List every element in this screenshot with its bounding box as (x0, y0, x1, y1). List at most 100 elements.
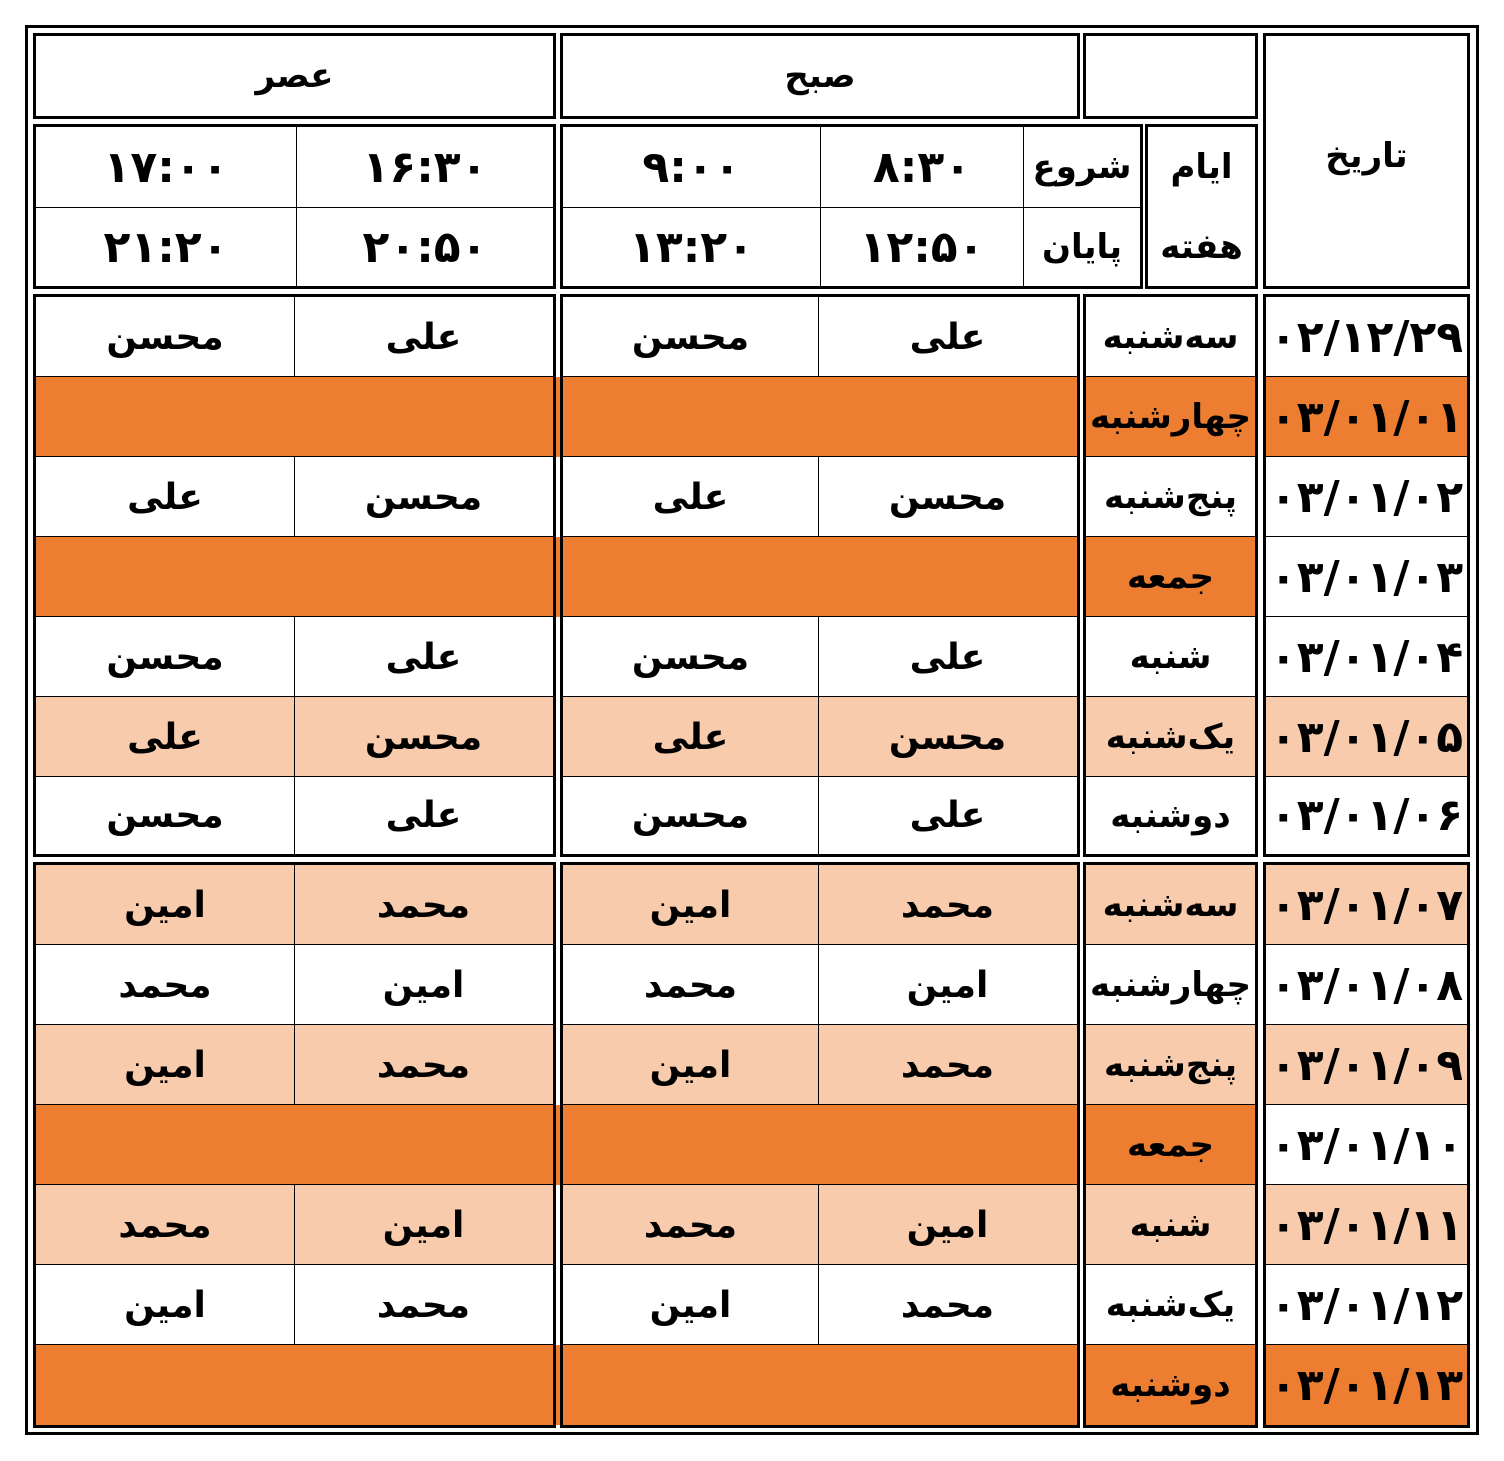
morning-slot2-end: ۱۳:۲۰ (628, 221, 755, 273)
evening-slot2-cell: محسن (36, 777, 294, 854)
date-column-week2 (1263, 862, 1470, 1428)
date-cell: ۰۳/۰۱/۱۲ (1266, 1265, 1467, 1345)
date-cell: ۰۳/۰۱/۰۴ (1266, 617, 1467, 697)
date-cell: ۰۳/۰۱/۰۹ (1266, 1025, 1467, 1105)
closed-day-band (36, 1345, 1077, 1425)
morning-slot1-cell: محسن (818, 697, 1077, 777)
evening-slot2-cell: محمد (36, 945, 294, 1025)
morning-slot2-cell: محسن (563, 297, 818, 377)
date-cell: ۰۳/۰۱/۰۷ (1266, 865, 1467, 945)
evening-slot2-cell: امین (36, 1025, 294, 1105)
evening-slot1-end: ۲۰:۵۰ (362, 221, 488, 273)
date-column-week1 (1263, 294, 1470, 857)
date-cell: ۰۳/۰۱/۱۳ (1266, 1345, 1467, 1425)
evening-column-week2 (33, 862, 556, 1428)
closed-day-band (36, 1105, 1077, 1185)
morning-slot1-cell: علی (818, 297, 1077, 377)
day-cell: جمعه (1086, 1105, 1255, 1185)
morning-slot1-cell: امین (818, 945, 1077, 1025)
evening-slot1-cell: محسن (294, 457, 553, 537)
day-cell: پنج‌شنبه (1086, 457, 1255, 537)
date-header-label: تاریخ (1325, 136, 1408, 176)
day-cell: سه‌شنبه (1086, 865, 1255, 945)
morning-slot2-cell: امین (563, 865, 818, 945)
date-cell: ۰۳/۰۱/۰۵ (1266, 697, 1467, 777)
morning-slot1-cell: محسن (818, 457, 1077, 537)
day-cell: دوشنبه (1086, 777, 1255, 854)
day-cell: یک‌شنبه (1086, 697, 1255, 777)
evening-slot2-cell: محسن (36, 297, 294, 377)
evening-slot2-cell: علی (36, 697, 294, 777)
evening-slot1-cell: علی (294, 617, 553, 697)
schedule-table (25, 25, 1479, 1435)
evening-slot1-cell: علی (294, 297, 553, 377)
evening-slot2-cell: امین (36, 865, 294, 945)
day-cell: سه‌شنبه (1086, 297, 1255, 377)
day-cell: پنج‌شنبه (1086, 1025, 1255, 1105)
evening-slot2-cell: امین (36, 1265, 294, 1345)
evening-label: عصر (255, 56, 334, 96)
date-cell: ۰۳/۰۱/۰۲ (1266, 457, 1467, 537)
day-cell: شنبه (1086, 1185, 1255, 1265)
morning-slot2-cell: علی (563, 697, 818, 777)
evening-slot1-cell: علی (294, 777, 553, 854)
date-cell: ۰۳/۰۱/۰۱ (1266, 377, 1467, 457)
morning-column-week1 (560, 294, 1080, 857)
day-column-week2 (1083, 862, 1258, 1428)
morning-label: صبح (784, 56, 856, 96)
morning-slot2-start: ۹:۰۰ (642, 141, 741, 193)
day-column-week1 (1083, 294, 1258, 857)
evening-slot1-cell: امین (294, 1185, 553, 1265)
morning-slot1-cell: علی (818, 777, 1077, 854)
evening-slot2-end: ۲۱:۲۰ (103, 221, 229, 273)
evening-times-block: ۱۶:۳۰ ۲۰:۵۰ ۱۷:۰۰ ۲۱:۲۰ (33, 124, 556, 289)
weekday-header-label-1: ایام (1170, 147, 1233, 187)
morning-slot1-cell: محمد (818, 1025, 1077, 1105)
morning-header-cell: صبح (560, 33, 1080, 119)
day-cell: جمعه (1086, 537, 1255, 617)
morning-slot1-cell: امین (818, 1185, 1077, 1265)
date-header-cell: تاریخ (1263, 33, 1470, 289)
closed-day-band (36, 377, 1077, 457)
evening-slot2-start: ۱۷:۰۰ (103, 141, 229, 193)
morning-slot1-start: ۸:۳۰ (872, 141, 972, 193)
day-cell: یک‌شنبه (1086, 1265, 1255, 1345)
evening-slot2-cell: علی (36, 457, 294, 537)
morning-column-week2 (560, 862, 1080, 1428)
evening-slot1-cell: محمد (294, 865, 553, 945)
morning-slot2-cell: محمد (563, 1185, 818, 1265)
evening-slot1-cell: محمد (294, 1025, 553, 1105)
weekday-header-label-2: هفته (1160, 226, 1243, 267)
evening-slot1-cell: محمد (294, 1265, 553, 1345)
date-cell: ۰۳/۰۱/۰۶ (1266, 777, 1467, 854)
date-cell: ۰۲/۱۲/۲۹ (1266, 297, 1467, 377)
evening-slot1-cell: امین (294, 945, 553, 1025)
morning-slot2-cell: امین (563, 1025, 818, 1105)
morning-slot2-cell: محسن (563, 777, 818, 854)
empty-header-cell (1083, 33, 1258, 119)
morning-slot1-cell: محمد (818, 865, 1077, 945)
morning-slot2-cell: امین (563, 1265, 818, 1345)
evening-header-cell: عصر (33, 33, 556, 119)
morning-slot2-cell: علی (563, 457, 818, 537)
date-cell: ۰۳/۰۱/۰۳ (1266, 537, 1467, 617)
day-cell: دوشنبه (1086, 1345, 1255, 1425)
evening-slot2-cell: محمد (36, 1185, 294, 1265)
evening-slot1-start: ۱۶:۳۰ (362, 141, 488, 193)
date-cell: ۰۳/۰۱/۰۸ (1266, 945, 1467, 1025)
morning-slot2-cell: محمد (563, 945, 818, 1025)
evening-column-week1 (33, 294, 556, 857)
date-cell: ۰۳/۰۱/۱۰ (1266, 1105, 1467, 1185)
evening-slot1-cell: محسن (294, 697, 553, 777)
morning-slot1-cell: علی (818, 617, 1077, 697)
day-cell: شنبه (1086, 617, 1255, 697)
weekday-header-cell: ایام هفته (1145, 124, 1258, 289)
morning-slot1-end: ۱۲:۵۰ (859, 221, 985, 273)
morning-slot2-cell: محسن (563, 617, 818, 697)
closed-day-band (36, 537, 1077, 617)
day-cell: چهارشنبه (1086, 945, 1255, 1025)
day-cell: چهارشنبه (1086, 377, 1255, 457)
end-label: پایان (1041, 227, 1123, 267)
morning-slot1-cell: محمد (818, 1265, 1077, 1345)
date-cell: ۰۳/۰۱/۱۱ (1266, 1185, 1467, 1265)
